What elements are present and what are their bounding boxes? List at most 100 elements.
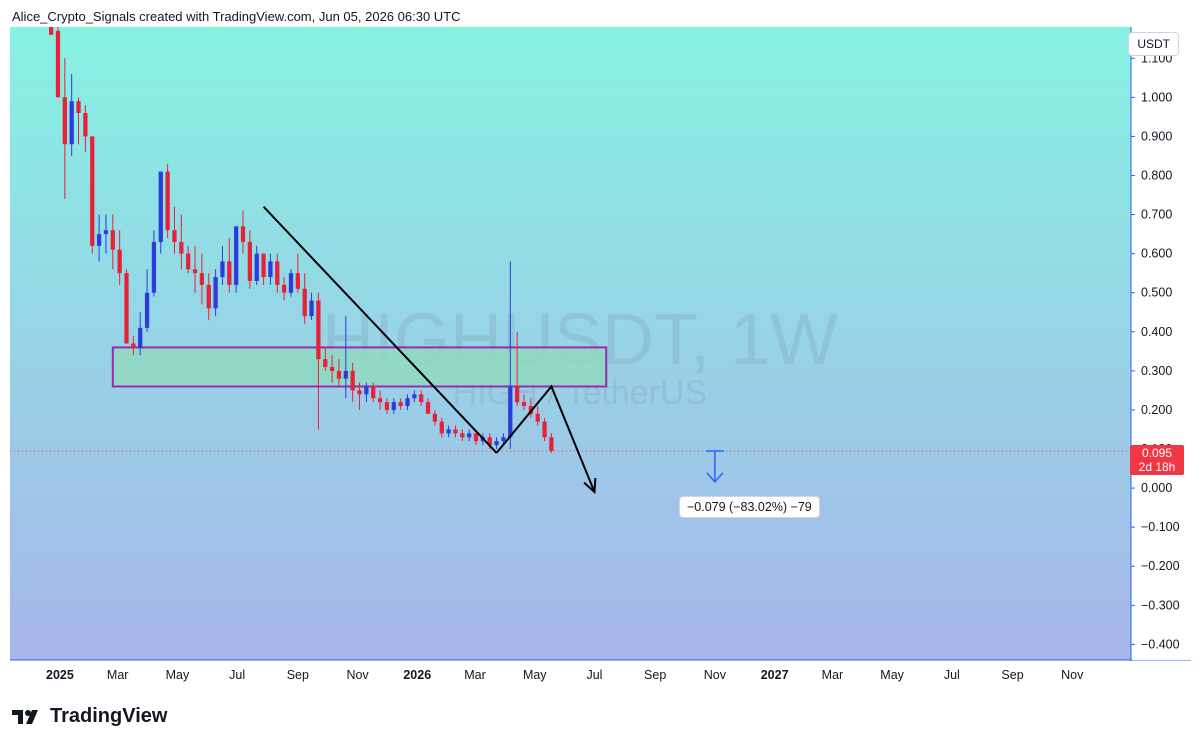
candle[interactable] bbox=[124, 269, 129, 344]
candle[interactable] bbox=[350, 363, 355, 403]
candle[interactable] bbox=[542, 417, 547, 442]
candle[interactable] bbox=[151, 230, 157, 297]
candle[interactable] bbox=[76, 97, 81, 145]
y-tick-label: −0.400 bbox=[1141, 637, 1180, 651]
candle[interactable] bbox=[220, 245, 225, 285]
candle[interactable] bbox=[377, 390, 383, 410]
candle[interactable] bbox=[302, 273, 307, 324]
candle[interactable] bbox=[234, 226, 239, 293]
candle[interactable] bbox=[391, 398, 396, 414]
candle[interactable] bbox=[110, 214, 115, 270]
candle[interactable] bbox=[158, 171, 163, 254]
candle[interactable] bbox=[336, 359, 342, 387]
candle[interactable] bbox=[453, 425, 458, 438]
candle-body bbox=[83, 112, 88, 137]
candle[interactable] bbox=[288, 269, 294, 297]
candle[interactable] bbox=[206, 273, 211, 321]
candle-body bbox=[323, 359, 328, 367]
candle[interactable] bbox=[227, 238, 232, 293]
candle-body bbox=[412, 394, 417, 399]
candle[interactable] bbox=[275, 253, 280, 293]
candle[interactable] bbox=[515, 331, 520, 407]
candle[interactable] bbox=[521, 394, 527, 410]
candle[interactable] bbox=[467, 429, 472, 442]
candle[interactable] bbox=[144, 269, 150, 332]
candle[interactable] bbox=[412, 390, 417, 403]
candle[interactable] bbox=[165, 163, 170, 238]
price-range-measure[interactable] bbox=[705, 450, 724, 483]
candle[interactable] bbox=[535, 406, 540, 426]
brand-name: TradingView bbox=[50, 705, 168, 727]
candle[interactable] bbox=[247, 230, 252, 289]
candle[interactable] bbox=[48, 27, 54, 35]
candle[interactable] bbox=[316, 292, 321, 430]
candle[interactable] bbox=[117, 230, 122, 285]
candle[interactable] bbox=[62, 58, 67, 199]
candle-body bbox=[460, 433, 465, 438]
candle[interactable] bbox=[254, 245, 259, 285]
candle[interactable] bbox=[55, 27, 61, 98]
candle[interactable] bbox=[357, 382, 362, 410]
chart-area[interactable]: HIGHUSDT, 1W HIGH / TetherUS 1.100 1.000 0.… bbox=[10, 27, 1191, 687]
candle[interactable] bbox=[549, 433, 554, 453]
candle-body bbox=[343, 370, 348, 379]
candle[interactable] bbox=[268, 253, 273, 285]
candle[interactable] bbox=[364, 382, 369, 403]
candle[interactable] bbox=[439, 417, 444, 438]
x-tick-label: Sep bbox=[1001, 668, 1023, 682]
descending-trend-line[interactable] bbox=[262, 206, 498, 454]
candle[interactable] bbox=[282, 277, 287, 301]
candle[interactable] bbox=[199, 253, 205, 305]
candle-body bbox=[384, 402, 390, 410]
candle-body bbox=[172, 230, 177, 242]
x-tick-label: Jul bbox=[586, 668, 602, 682]
candle[interactable] bbox=[138, 312, 143, 356]
tradingview-brand[interactable]: TradingView bbox=[12, 705, 167, 728]
candle[interactable] bbox=[179, 214, 184, 270]
candle[interactable] bbox=[329, 355, 335, 383]
candle[interactable] bbox=[83, 105, 88, 153]
candle[interactable] bbox=[419, 390, 424, 407]
candle-body bbox=[55, 30, 61, 98]
candle[interactable] bbox=[69, 73, 74, 156]
candle[interactable] bbox=[240, 210, 246, 254]
candle[interactable] bbox=[103, 214, 109, 254]
candle[interactable] bbox=[446, 425, 451, 438]
candle-body bbox=[158, 171, 163, 242]
candle[interactable] bbox=[90, 136, 95, 254]
projection-path[interactable] bbox=[495, 384, 596, 493]
candle[interactable] bbox=[323, 347, 328, 371]
candle[interactable] bbox=[371, 382, 376, 403]
support-zone-rectangle[interactable] bbox=[111, 346, 608, 388]
candle[interactable] bbox=[384, 398, 390, 414]
candle[interactable] bbox=[213, 269, 218, 317]
candle-body bbox=[336, 370, 342, 379]
candle[interactable] bbox=[309, 292, 314, 321]
candle[interactable] bbox=[494, 437, 499, 449]
candle-body bbox=[501, 437, 506, 442]
candle[interactable] bbox=[405, 394, 410, 410]
candle-body bbox=[96, 234, 102, 246]
candle[interactable] bbox=[460, 429, 465, 442]
candle[interactable] bbox=[186, 245, 191, 274]
candle[interactable] bbox=[192, 245, 198, 293]
currency-unit-badge[interactable]: USDT bbox=[1128, 32, 1179, 56]
candle[interactable] bbox=[508, 261, 513, 449]
y-tick-label: 0.400 bbox=[1141, 325, 1172, 339]
candle[interactable] bbox=[425, 398, 431, 414]
candle[interactable] bbox=[398, 398, 403, 410]
candle-body bbox=[103, 230, 109, 235]
y-tick-label: 0.800 bbox=[1141, 168, 1172, 182]
measure-arrow-icon bbox=[706, 472, 724, 483]
candle[interactable] bbox=[295, 253, 300, 293]
candle[interactable] bbox=[131, 335, 136, 356]
candle[interactable] bbox=[261, 253, 266, 285]
candle[interactable] bbox=[172, 206, 177, 254]
candle[interactable] bbox=[473, 433, 479, 446]
candle-body bbox=[192, 269, 198, 274]
candle[interactable] bbox=[96, 214, 102, 262]
candle-body bbox=[254, 253, 259, 281]
candle[interactable] bbox=[343, 316, 348, 399]
candle[interactable] bbox=[432, 409, 438, 426]
